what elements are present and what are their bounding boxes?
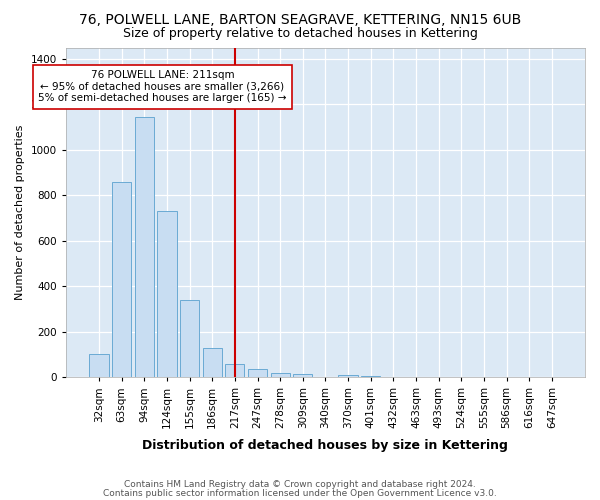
Bar	[180, 300, 199, 377]
Bar	[293, 374, 313, 377]
Bar	[135, 117, 154, 377]
Bar	[89, 354, 109, 377]
Bar	[112, 182, 131, 377]
Text: 76 POLWELL LANE: 211sqm
← 95% of detached houses are smaller (3,266)
5% of semi-: 76 POLWELL LANE: 211sqm ← 95% of detache…	[38, 70, 287, 103]
Text: Size of property relative to detached houses in Kettering: Size of property relative to detached ho…	[122, 28, 478, 40]
Bar	[361, 376, 380, 377]
Text: Contains public sector information licensed under the Open Government Licence v3: Contains public sector information licen…	[103, 489, 497, 498]
Text: 76, POLWELL LANE, BARTON SEAGRAVE, KETTERING, NN15 6UB: 76, POLWELL LANE, BARTON SEAGRAVE, KETTE…	[79, 12, 521, 26]
Y-axis label: Number of detached properties: Number of detached properties	[15, 124, 25, 300]
Text: Contains HM Land Registry data © Crown copyright and database right 2024.: Contains HM Land Registry data © Crown c…	[124, 480, 476, 489]
X-axis label: Distribution of detached houses by size in Kettering: Distribution of detached houses by size …	[142, 440, 508, 452]
Bar	[248, 370, 267, 377]
Bar	[157, 211, 176, 377]
Bar	[271, 372, 290, 377]
Bar	[203, 348, 222, 377]
Bar	[225, 364, 244, 377]
Bar	[338, 375, 358, 377]
